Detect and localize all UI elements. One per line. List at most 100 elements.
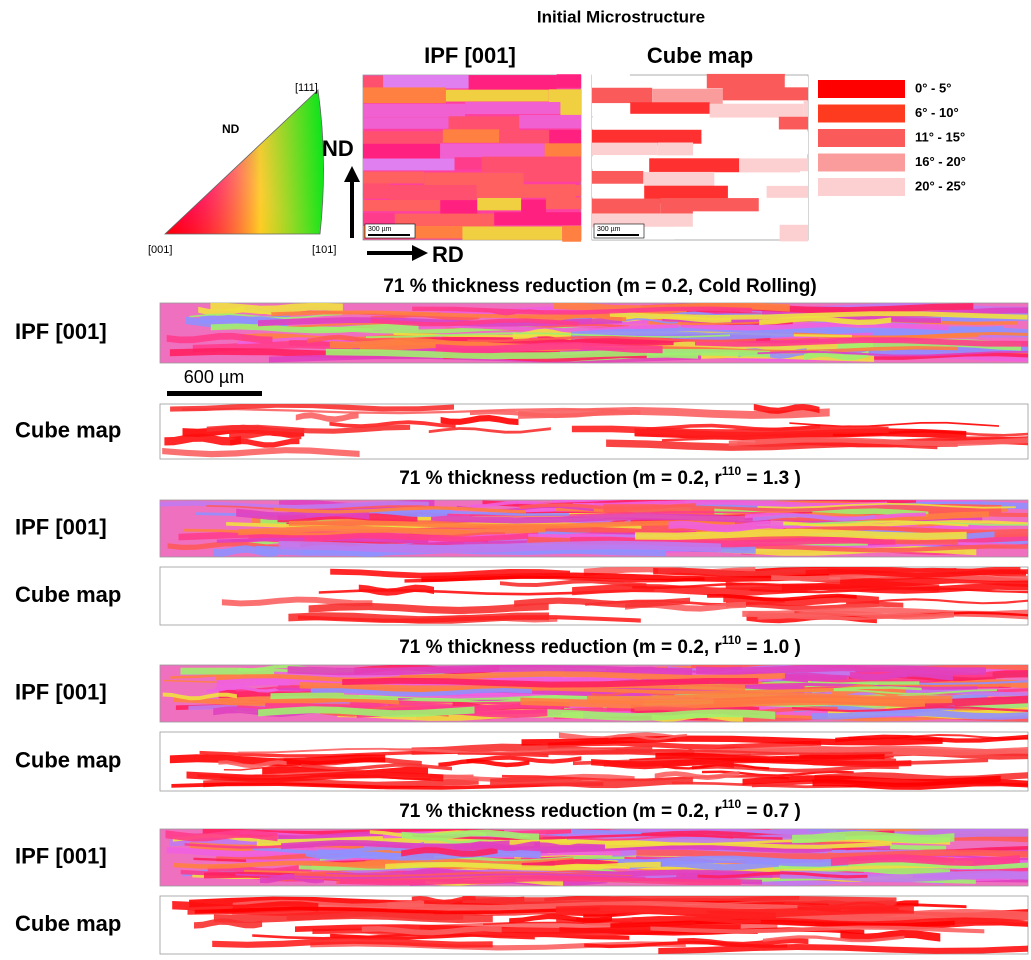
cube-map-band bbox=[308, 602, 549, 615]
cube-map-band bbox=[445, 910, 721, 916]
legend-label: 20° - 25° bbox=[915, 178, 966, 193]
ipf-initial-map-grain bbox=[519, 114, 581, 129]
ipf-map-band bbox=[431, 513, 769, 524]
cube-initial-map-grain bbox=[799, 171, 808, 189]
ipf-initial-map-grain bbox=[521, 199, 546, 216]
cube-map-band bbox=[295, 412, 359, 423]
cube-initial-map-grain bbox=[592, 142, 658, 156]
ipf-initial-map-grain bbox=[440, 200, 478, 216]
ipf-initial-map-grain bbox=[440, 143, 545, 160]
ipf-map-band bbox=[173, 696, 400, 706]
cube-map-band bbox=[490, 777, 693, 789]
cube-map-band bbox=[812, 779, 1028, 790]
ipf-initial-map-grain bbox=[454, 157, 482, 170]
ipf-initial-map-grain bbox=[363, 87, 446, 104]
cube-map-band bbox=[288, 612, 549, 624]
ipf-map-band bbox=[399, 671, 785, 681]
ipf-initial-map-grain bbox=[445, 89, 549, 102]
ipf-map-band bbox=[189, 313, 343, 319]
cube-initial-map-grain bbox=[592, 103, 631, 117]
ipf-map-band bbox=[235, 873, 646, 879]
triangle-label: [111] bbox=[295, 82, 318, 94]
ipf-map-band bbox=[310, 688, 532, 697]
cube-initial-map-grain bbox=[757, 131, 808, 144]
ipf-map-band bbox=[183, 528, 470, 536]
row-label: Cube map bbox=[15, 417, 121, 442]
ipf-map-band bbox=[278, 540, 721, 554]
ipf-map-band bbox=[668, 520, 784, 533]
cube-initial-map-grain bbox=[709, 103, 804, 122]
cube-map-band bbox=[514, 597, 690, 608]
cube-initial-map-grain bbox=[592, 170, 644, 186]
ipf-map-band bbox=[258, 317, 623, 327]
row-label: Cube map bbox=[15, 911, 121, 936]
ipf-initial-map-grain bbox=[462, 226, 563, 240]
cube-initial-map-grain bbox=[652, 88, 723, 105]
ipf-map-band bbox=[617, 855, 849, 867]
ipf-map-band bbox=[281, 840, 510, 850]
title-part: 71 % thickness reduction (m = 0.2, r bbox=[399, 468, 722, 489]
ipf-initial-map-grain bbox=[363, 103, 466, 118]
ipf-initial-map-grain bbox=[468, 75, 557, 91]
ipf-map-band bbox=[210, 303, 343, 314]
section-title: 71 % thickness reduction (m = 0.2, r110 … bbox=[399, 797, 801, 822]
ipf-map-band bbox=[695, 337, 1028, 347]
ipf-map-band bbox=[624, 346, 958, 354]
ipf-map-band bbox=[603, 503, 1002, 517]
cube-initial-map-grain bbox=[630, 102, 710, 114]
ipf-initial-map-grain bbox=[523, 170, 581, 182]
legend-label: 16° - 20° bbox=[915, 154, 966, 169]
ipf-initial-map-grain bbox=[549, 129, 581, 147]
cube-initial-map-grain bbox=[592, 198, 661, 216]
ipf-initial-map-grain bbox=[389, 184, 477, 201]
ipf-map-band bbox=[547, 709, 776, 721]
cube-map-band bbox=[784, 901, 886, 908]
cube-initial-map-grain bbox=[701, 129, 758, 142]
cube-initial-map-grain bbox=[704, 117, 779, 130]
cube-map-band bbox=[521, 735, 943, 746]
cube-initial-map-grain bbox=[758, 197, 808, 213]
ipf-map-band bbox=[467, 335, 757, 343]
legend-swatch bbox=[818, 178, 905, 196]
cube-map-band bbox=[358, 584, 434, 596]
ipf-initial-map-grain bbox=[481, 156, 581, 173]
ipf-map-band bbox=[304, 532, 529, 542]
ipf-initial-map-grain bbox=[548, 89, 581, 105]
scale-bar-label: 600 µm bbox=[184, 367, 244, 387]
row-label: IPF [001] bbox=[15, 843, 107, 868]
cube-map-band bbox=[466, 755, 582, 764]
ipf-map-band bbox=[792, 831, 955, 844]
ipf-map-band bbox=[165, 829, 278, 842]
cube-map-band bbox=[361, 926, 502, 936]
nd-arrowhead bbox=[344, 166, 360, 182]
cube-initial-map-grain bbox=[592, 213, 693, 227]
cube-initial-map-grain bbox=[706, 73, 785, 89]
legend-swatch bbox=[818, 80, 905, 98]
ipf-map-band bbox=[792, 706, 1028, 713]
title-part: 71 % thickness reduction (m = 0.2, r bbox=[399, 801, 722, 822]
cube-initial-map-grain bbox=[766, 185, 808, 202]
ipf-initial-map-grain bbox=[477, 197, 522, 211]
cube-map-band bbox=[286, 911, 464, 921]
cube-map-band bbox=[805, 569, 1028, 578]
cube-map-band bbox=[775, 908, 1028, 922]
ipf-initial-map-grain bbox=[562, 225, 581, 242]
cube-map-band bbox=[169, 754, 386, 767]
ipf-map-band bbox=[696, 665, 986, 676]
cube-map-band bbox=[662, 763, 770, 770]
scale-bar bbox=[167, 391, 262, 396]
ipf-map-band bbox=[752, 513, 875, 522]
ipf-initial-map-grain bbox=[442, 129, 500, 143]
ipf-triangle-overlay bbox=[163, 89, 324, 235]
ipf-map-band bbox=[173, 860, 397, 869]
cube-map-band bbox=[555, 905, 914, 918]
cube-map-band bbox=[654, 771, 740, 780]
ipf-map-band bbox=[433, 855, 625, 863]
ipf-map-band bbox=[345, 511, 796, 517]
ipf-initial-map-grain bbox=[363, 183, 390, 199]
cube-map-band bbox=[181, 407, 618, 415]
ipf-map-band bbox=[435, 342, 663, 354]
rd-arrowhead bbox=[412, 245, 428, 261]
ipf-initial-map-grain bbox=[545, 197, 581, 210]
cube-map-band bbox=[170, 404, 454, 412]
